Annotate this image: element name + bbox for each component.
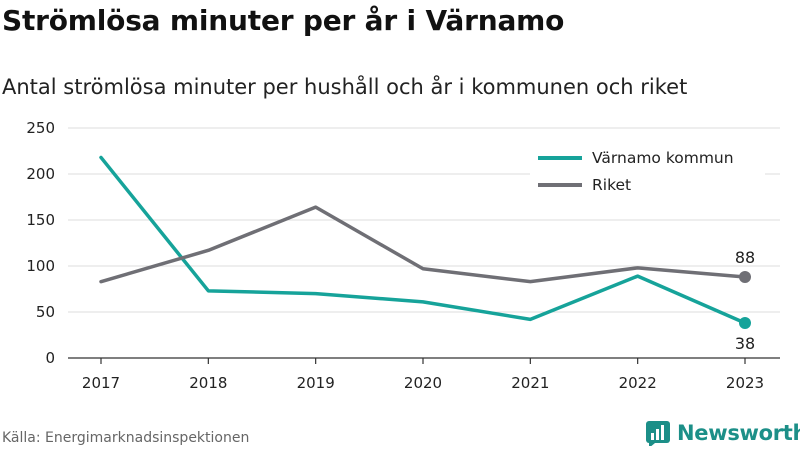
end-points: [739, 271, 751, 330]
x-tick-label: 2017: [82, 374, 120, 392]
data-label: 38: [735, 334, 755, 353]
source-note: Källa: Energimarknadsinspektionen: [2, 430, 250, 446]
end-point: [739, 317, 751, 330]
legend: Värnamo kommun Riket: [530, 143, 765, 201]
x-tick-label: 2020: [404, 374, 442, 392]
x-tick-label: 2022: [619, 374, 657, 392]
axes: 0 50 100 150 200 250 2017 2018 2019 2020 2021 2022 2…: [26, 119, 780, 392]
y-tick-label: 200: [26, 165, 55, 183]
data-labels: 38 88: [735, 248, 755, 353]
series-lines: [99, 155, 747, 325]
x-tick-label: 2023: [726, 374, 764, 392]
chart-title: Strömlösa minuter per år i Värnamo: [2, 4, 565, 37]
legend-label: Värnamo kommun: [592, 149, 734, 167]
y-tick-label: 250: [26, 119, 55, 137]
y-tick-label: 0: [45, 349, 55, 367]
y-tick-label: 100: [26, 257, 55, 275]
brand-name: Newsworthy: [677, 421, 800, 445]
x-tick-label: 2018: [189, 374, 227, 392]
newsworthy-logo-icon: [646, 421, 670, 446]
x-tick-label: 2021: [511, 374, 549, 392]
line-chart: 0 50 100 150 200 250 2017 2018 2019 2020 2021 2022 2…: [26, 119, 780, 392]
end-point: [739, 271, 751, 284]
chart-subtitle: Antal strömlösa minuter per hushåll och …: [2, 75, 688, 99]
brand-logo: Newsworthy: [645, 420, 800, 446]
legend-box: [530, 143, 765, 201]
series-line: [99, 205, 747, 284]
data-label: 88: [735, 248, 755, 267]
series-line: [99, 155, 747, 325]
y-tick-label: 150: [26, 211, 55, 229]
y-tick-label: 50: [36, 303, 55, 321]
legend-label: Riket: [592, 176, 631, 194]
x-tick-label: 2019: [297, 374, 335, 392]
